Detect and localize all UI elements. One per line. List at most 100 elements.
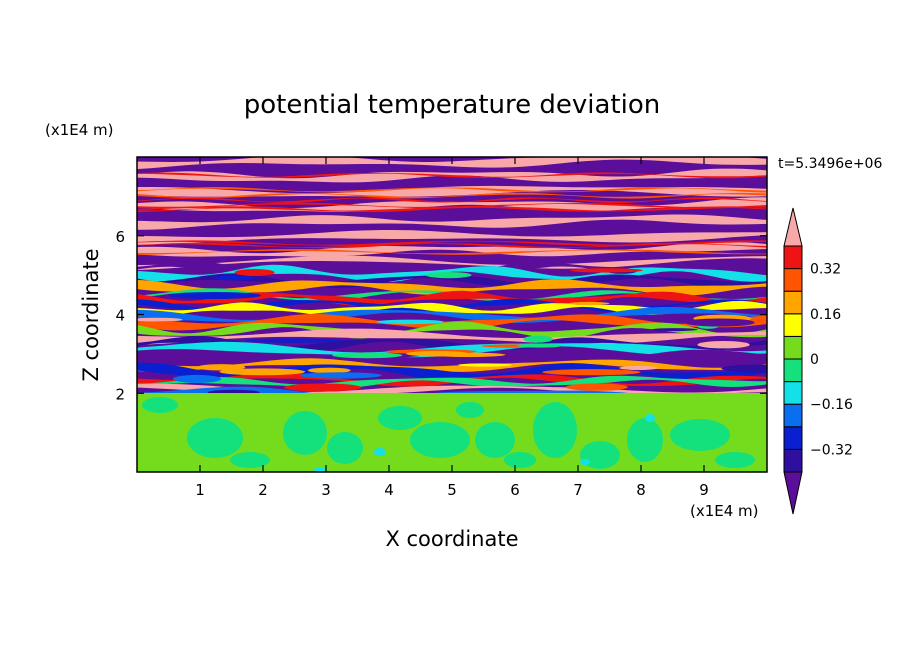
x-unit-label: (x1E4 m) bbox=[690, 502, 759, 520]
contour-band bbox=[137, 273, 767, 289]
y-axis-label: Z coordinate bbox=[79, 248, 103, 381]
contour-patch bbox=[542, 369, 641, 376]
contour-blob bbox=[475, 422, 515, 458]
colorbar-segment bbox=[783, 448, 803, 473]
colorbar-extend-bottom bbox=[783, 471, 803, 515]
y-tick-label: 6 bbox=[115, 228, 125, 246]
contour-blob bbox=[374, 448, 386, 456]
contour-band bbox=[137, 214, 767, 230]
x-tick-label: 9 bbox=[699, 481, 709, 499]
contour-blob bbox=[627, 418, 663, 462]
contour-band bbox=[137, 300, 767, 318]
x-tick-label: 6 bbox=[510, 481, 520, 499]
contour-patch bbox=[619, 366, 658, 370]
contour-band bbox=[137, 362, 767, 382]
contour-blob bbox=[230, 452, 270, 468]
y-unit-label: (x1E4 m) bbox=[45, 121, 114, 139]
y-axis: 2 4 6 bbox=[115, 228, 767, 403]
x-tick-label: 4 bbox=[384, 481, 394, 499]
x-tick-label: 8 bbox=[636, 481, 646, 499]
colorbar-extend-top bbox=[783, 207, 803, 247]
contour-band bbox=[137, 230, 767, 245]
colorbar-segment bbox=[783, 290, 803, 315]
colorbar-tick-label: −0.32 bbox=[810, 442, 853, 458]
colorbar-tick-label: 0.16 bbox=[810, 307, 841, 323]
colorbar-segment bbox=[783, 358, 803, 383]
upper-field bbox=[137, 157, 767, 393]
contour-blob bbox=[142, 397, 178, 413]
x-tick-label: 2 bbox=[258, 481, 268, 499]
contour-patch bbox=[523, 335, 553, 343]
contour-band bbox=[137, 206, 767, 212]
colorbar-segment bbox=[783, 381, 803, 405]
x-tick-label: 1 bbox=[195, 481, 205, 499]
y-tick-label: 4 bbox=[115, 307, 125, 325]
contour-patch bbox=[307, 367, 351, 374]
contour-band bbox=[137, 197, 767, 204]
contour-patch bbox=[684, 318, 755, 327]
contour-blob bbox=[580, 459, 590, 465]
time-label: t=5.3496e+06 bbox=[778, 156, 882, 172]
contour-blob bbox=[283, 411, 327, 455]
contour-band bbox=[137, 249, 767, 255]
contour-band bbox=[137, 279, 767, 296]
contour-patch bbox=[721, 364, 767, 373]
colorbar-segment bbox=[783, 245, 803, 270]
contour-patch bbox=[332, 352, 403, 359]
contour-blob bbox=[533, 402, 577, 458]
contour-patch bbox=[651, 328, 698, 332]
contour-patch bbox=[565, 383, 628, 391]
contour-patch bbox=[570, 268, 643, 273]
colorbar-tick-label: 0.32 bbox=[810, 262, 841, 278]
x-axis-label: X coordinate bbox=[385, 527, 518, 551]
contour-band bbox=[137, 197, 767, 212]
contour-patch bbox=[568, 301, 610, 306]
contour-patch bbox=[234, 269, 275, 276]
contour-band bbox=[137, 341, 767, 358]
contour-patch bbox=[299, 372, 382, 379]
colorbar-segment bbox=[783, 403, 803, 428]
contour-blob bbox=[504, 452, 536, 468]
x-tick-label: 7 bbox=[573, 481, 583, 499]
contour-band bbox=[137, 168, 767, 183]
contour-patch bbox=[197, 364, 246, 371]
contour-patch bbox=[214, 275, 254, 281]
contour-blob bbox=[645, 414, 655, 422]
chart-title: potential temperature deviation bbox=[244, 90, 660, 120]
contour-band bbox=[137, 240, 767, 246]
contour-patch bbox=[458, 363, 512, 367]
contour-blob bbox=[314, 467, 326, 472]
contour-patch bbox=[406, 350, 469, 357]
contour-patch bbox=[517, 344, 563, 348]
contour-band bbox=[137, 202, 767, 209]
contour-band bbox=[137, 241, 767, 257]
bottom-blobs bbox=[142, 397, 755, 472]
contour-blob bbox=[378, 406, 422, 430]
contour-band bbox=[137, 255, 767, 271]
contour-patch bbox=[172, 374, 222, 383]
contour-patch bbox=[168, 292, 261, 299]
contour-patch bbox=[137, 317, 183, 322]
contour-patch bbox=[207, 389, 260, 393]
y-tick-label: 2 bbox=[115, 385, 125, 403]
x-axis: 1 2 3 4 5 6 7 8 9 bbox=[195, 157, 709, 499]
colorbar-segment bbox=[783, 313, 803, 337]
contour-patch bbox=[219, 368, 306, 376]
contour-band bbox=[137, 383, 767, 393]
contour-band bbox=[137, 242, 767, 249]
contour-blob bbox=[715, 452, 755, 468]
plot-area bbox=[137, 157, 767, 472]
contour-blob bbox=[670, 419, 730, 451]
contour-blob bbox=[327, 432, 363, 464]
colorbar-segment bbox=[783, 335, 803, 360]
colorbar-tick-label: −0.16 bbox=[810, 397, 853, 413]
contour-blob bbox=[187, 418, 243, 458]
colorbar-segment bbox=[783, 426, 803, 450]
x-tick-label: 5 bbox=[447, 481, 457, 499]
colorbar-segment bbox=[783, 268, 803, 292]
contour-band bbox=[137, 321, 767, 340]
contour-band bbox=[137, 358, 767, 372]
contour-band bbox=[137, 172, 767, 179]
contour-patch bbox=[245, 338, 344, 343]
